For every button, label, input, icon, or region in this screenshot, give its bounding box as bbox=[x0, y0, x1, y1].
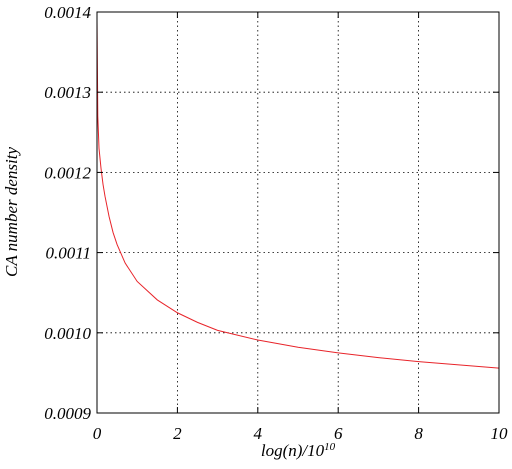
x-tick-label: 8 bbox=[414, 424, 423, 443]
y-tick-label: 0.0012 bbox=[44, 163, 91, 182]
tick-marks bbox=[96, 11, 500, 414]
x-axis-label: log(n)/1010 bbox=[261, 441, 336, 460]
x-tick-label: 0 bbox=[93, 424, 102, 443]
series-layer bbox=[96, 20, 500, 369]
x-tick-label: 4 bbox=[254, 424, 263, 443]
y-tick-label: 0.0009 bbox=[44, 404, 91, 423]
y-tick-label: 0.0011 bbox=[46, 244, 92, 263]
series-line bbox=[96, 20, 500, 369]
x-tick-labels: 0 2 4 6 8 10 bbox=[93, 424, 508, 443]
x-tick-label: 10 bbox=[491, 424, 509, 443]
y-tick-labels: 0.0009 0.0010 0.0011 0.0012 0.0013 0.0014 bbox=[44, 3, 91, 423]
y-tick-label: 0.0014 bbox=[44, 3, 91, 22]
x-tick-label: 2 bbox=[173, 424, 182, 443]
y-tick-label: 0.0013 bbox=[44, 83, 91, 102]
grid-lines bbox=[97, 12, 499, 413]
x-tick-label: 6 bbox=[334, 424, 343, 443]
plot-frame bbox=[96, 11, 500, 414]
y-tick-label: 0.0010 bbox=[44, 324, 91, 343]
x-axis-label-superscript: 10 bbox=[324, 441, 336, 453]
y-axis-label: CA number density bbox=[2, 147, 21, 277]
